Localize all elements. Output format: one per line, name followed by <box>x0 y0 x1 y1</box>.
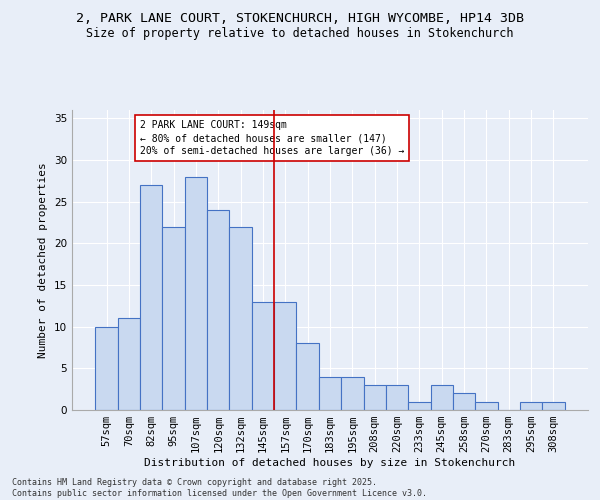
Text: Size of property relative to detached houses in Stokenchurch: Size of property relative to detached ho… <box>86 28 514 40</box>
Bar <box>95 326 118 410</box>
Bar <box>296 344 319 410</box>
Y-axis label: Number of detached properties: Number of detached properties <box>38 162 49 358</box>
Bar <box>118 318 140 410</box>
Bar <box>453 394 475 410</box>
X-axis label: Distribution of detached houses by size in Stokenchurch: Distribution of detached houses by size … <box>145 458 515 468</box>
Text: 2, PARK LANE COURT, STOKENCHURCH, HIGH WYCOMBE, HP14 3DB: 2, PARK LANE COURT, STOKENCHURCH, HIGH W… <box>76 12 524 26</box>
Bar <box>252 302 274 410</box>
Bar <box>475 402 497 410</box>
Bar <box>431 385 453 410</box>
Bar <box>274 302 296 410</box>
Bar <box>386 385 408 410</box>
Bar <box>319 376 341 410</box>
Bar <box>229 226 252 410</box>
Bar <box>520 402 542 410</box>
Bar <box>163 226 185 410</box>
Bar <box>207 210 229 410</box>
Bar <box>408 402 431 410</box>
Bar <box>341 376 364 410</box>
Text: 2 PARK LANE COURT: 149sqm
← 80% of detached houses are smaller (147)
20% of semi: 2 PARK LANE COURT: 149sqm ← 80% of detac… <box>140 120 404 156</box>
Bar <box>185 176 207 410</box>
Text: Contains HM Land Registry data © Crown copyright and database right 2025.
Contai: Contains HM Land Registry data © Crown c… <box>12 478 427 498</box>
Bar <box>542 402 565 410</box>
Bar <box>140 185 163 410</box>
Bar <box>364 385 386 410</box>
